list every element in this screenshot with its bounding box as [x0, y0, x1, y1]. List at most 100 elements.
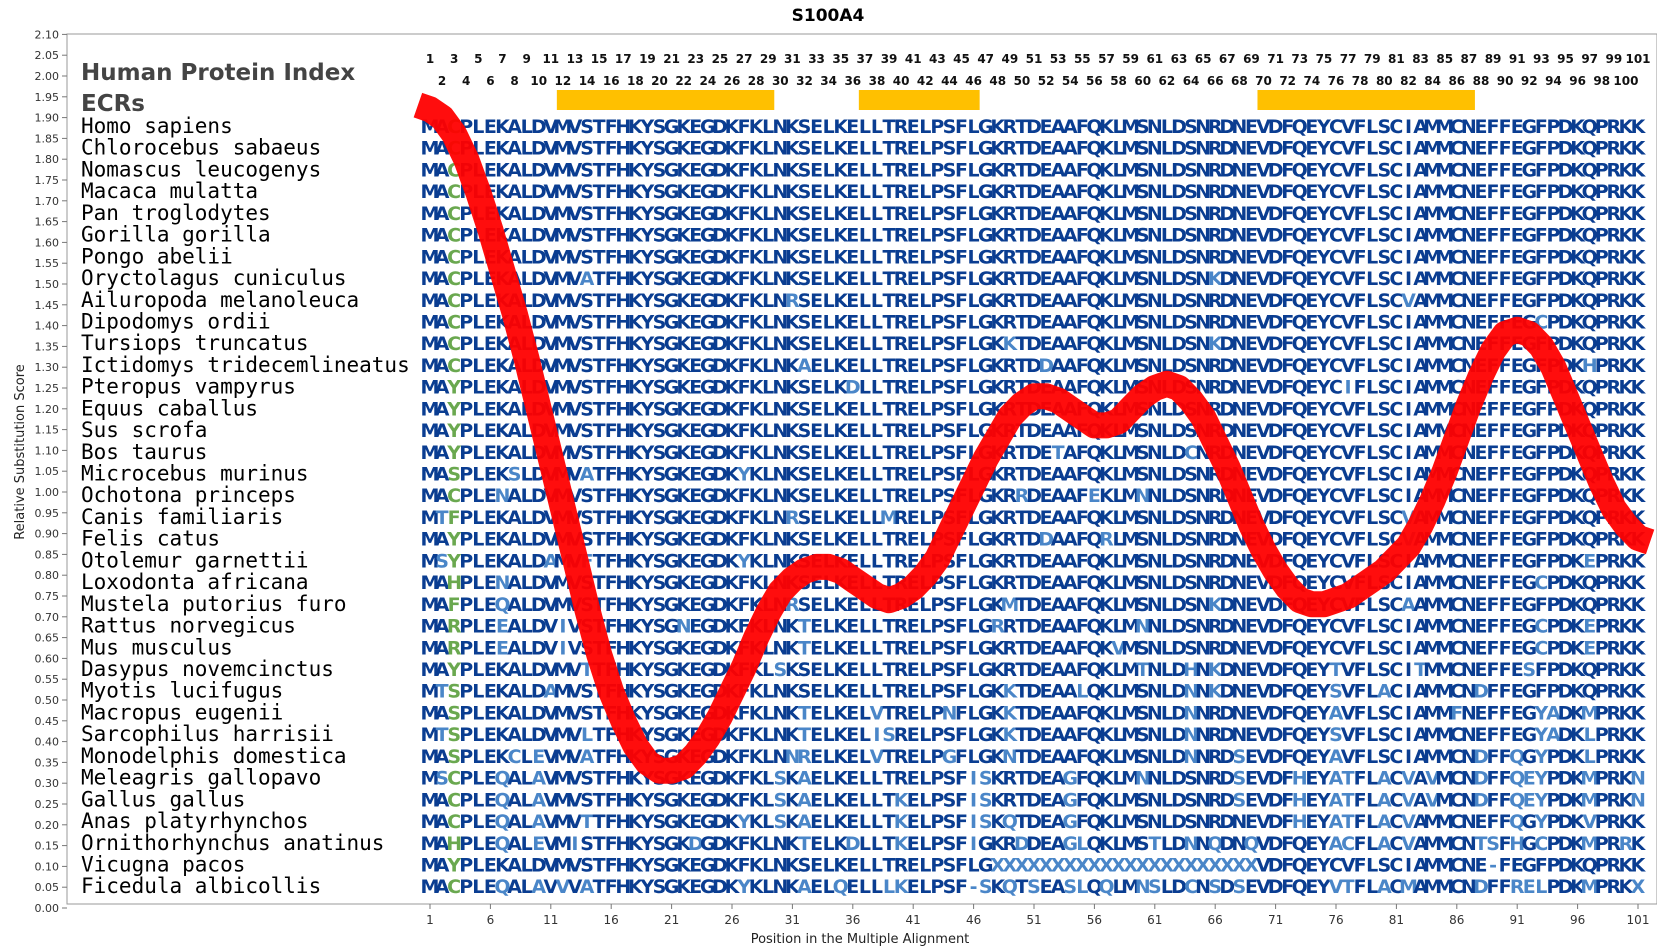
residue: M	[553, 159, 572, 181]
residue: N	[1195, 116, 1211, 138]
residue: S	[580, 116, 594, 138]
residue: F	[955, 181, 968, 203]
residue: Y	[640, 138, 655, 160]
residue: R	[1208, 116, 1223, 138]
residue: F	[1487, 507, 1500, 529]
position-label: 86	[1448, 74, 1465, 88]
residue: L	[762, 768, 774, 790]
residue: E	[810, 116, 823, 138]
residue: E	[1040, 138, 1053, 160]
position-label: 78	[1352, 74, 1369, 88]
residue: L	[871, 464, 883, 486]
residue: E	[1474, 637, 1487, 659]
residue: K	[1099, 159, 1115, 181]
residue: E	[907, 159, 920, 181]
residue: D	[531, 138, 547, 160]
residue: N	[1231, 225, 1247, 247]
residue: E	[907, 398, 920, 420]
position-label: 57	[1098, 52, 1115, 66]
residue: L	[968, 116, 980, 138]
residue: L	[472, 420, 484, 442]
residue: T	[1015, 203, 1028, 225]
position-label: 32	[796, 74, 813, 88]
residue: F	[1354, 833, 1367, 855]
residue: E	[846, 159, 859, 181]
residue: V	[1256, 116, 1271, 138]
residue: C	[447, 203, 461, 225]
species-name: Meleagris gallopavo	[81, 766, 321, 790]
residue: R	[1208, 181, 1223, 203]
sequence-row: MACPLEKALDVMVSTFHKYSGKEGDKFKLNKSELKELLTR…	[421, 225, 1647, 247]
position-label: 80	[1376, 74, 1393, 88]
x-tick-label: 26	[724, 913, 739, 927]
residue: E	[1474, 550, 1487, 572]
residue: C	[1389, 637, 1403, 659]
residue: A	[1413, 159, 1428, 181]
residue: A	[1413, 116, 1428, 138]
residue: L	[871, 659, 883, 681]
residue: K	[749, 203, 765, 225]
residue: L	[1366, 311, 1378, 333]
residue: T	[593, 116, 606, 138]
position-label: 44	[941, 74, 958, 88]
position-label: 49	[1001, 52, 1018, 66]
position-label: 27	[736, 52, 753, 66]
residue: L	[871, 116, 883, 138]
y-tick-label: 1.65	[35, 216, 60, 229]
residue: A	[1063, 181, 1078, 203]
residue: L	[859, 854, 871, 876]
residue: F	[955, 159, 968, 181]
residue: K	[1619, 138, 1635, 160]
residue: F	[955, 398, 968, 420]
residue: Y	[640, 203, 655, 225]
residue: F	[1487, 550, 1500, 572]
residue: E	[1474, 724, 1487, 746]
x-tick-label: 71	[1268, 913, 1283, 927]
residue: I	[559, 616, 566, 638]
residue: L	[1366, 507, 1378, 529]
residue: L	[859, 464, 871, 486]
residue: S	[508, 464, 522, 486]
position-label: 101	[1625, 52, 1650, 66]
residue: M	[1435, 159, 1454, 181]
residue: K	[628, 116, 644, 138]
residue: K	[1619, 116, 1635, 138]
residue: K	[725, 203, 741, 225]
residue: V	[568, 159, 583, 181]
residue: G	[978, 181, 994, 203]
residue: I	[1405, 485, 1412, 507]
residue: I	[1405, 311, 1412, 333]
residue: S	[798, 203, 812, 225]
residue: T	[593, 420, 606, 442]
residue: P	[1546, 138, 1560, 160]
position-label: 14	[579, 74, 596, 88]
residue: K	[1099, 203, 1115, 225]
residue: Q	[1292, 246, 1308, 268]
plot-frame	[66, 33, 1657, 905]
residue: L	[521, 225, 533, 247]
residue: Y	[1316, 116, 1331, 138]
residue: F	[1499, 594, 1512, 616]
species-name: Nomascus leucogenys	[81, 157, 321, 181]
residue: E	[846, 138, 859, 160]
residue: H	[615, 159, 631, 181]
residue: S	[798, 159, 812, 181]
residue: V	[1341, 203, 1356, 225]
residue: T	[883, 159, 896, 181]
position-label: 96	[1569, 74, 1586, 88]
residue: Q	[1582, 203, 1598, 225]
residue: E	[846, 398, 859, 420]
residue: C	[1329, 116, 1343, 138]
species-name: Chlorocebus sabaeus	[81, 136, 321, 160]
x-tick-label: 101	[1627, 913, 1650, 927]
sequence-row: MAHPLEQALEVMISTFHKYSGKDGDKFKLNKTELKDLLTK…	[421, 833, 1647, 855]
residue: G	[978, 225, 994, 247]
residue: D	[712, 159, 728, 181]
y-tick-label: 2.05	[35, 49, 60, 62]
residue: F	[738, 181, 751, 203]
x-tick-label: 86	[1449, 913, 1464, 927]
residue: E	[907, 876, 920, 898]
residue: C	[1450, 225, 1464, 247]
residue: V	[568, 181, 583, 203]
y-tick-label: 1.45	[35, 299, 60, 312]
